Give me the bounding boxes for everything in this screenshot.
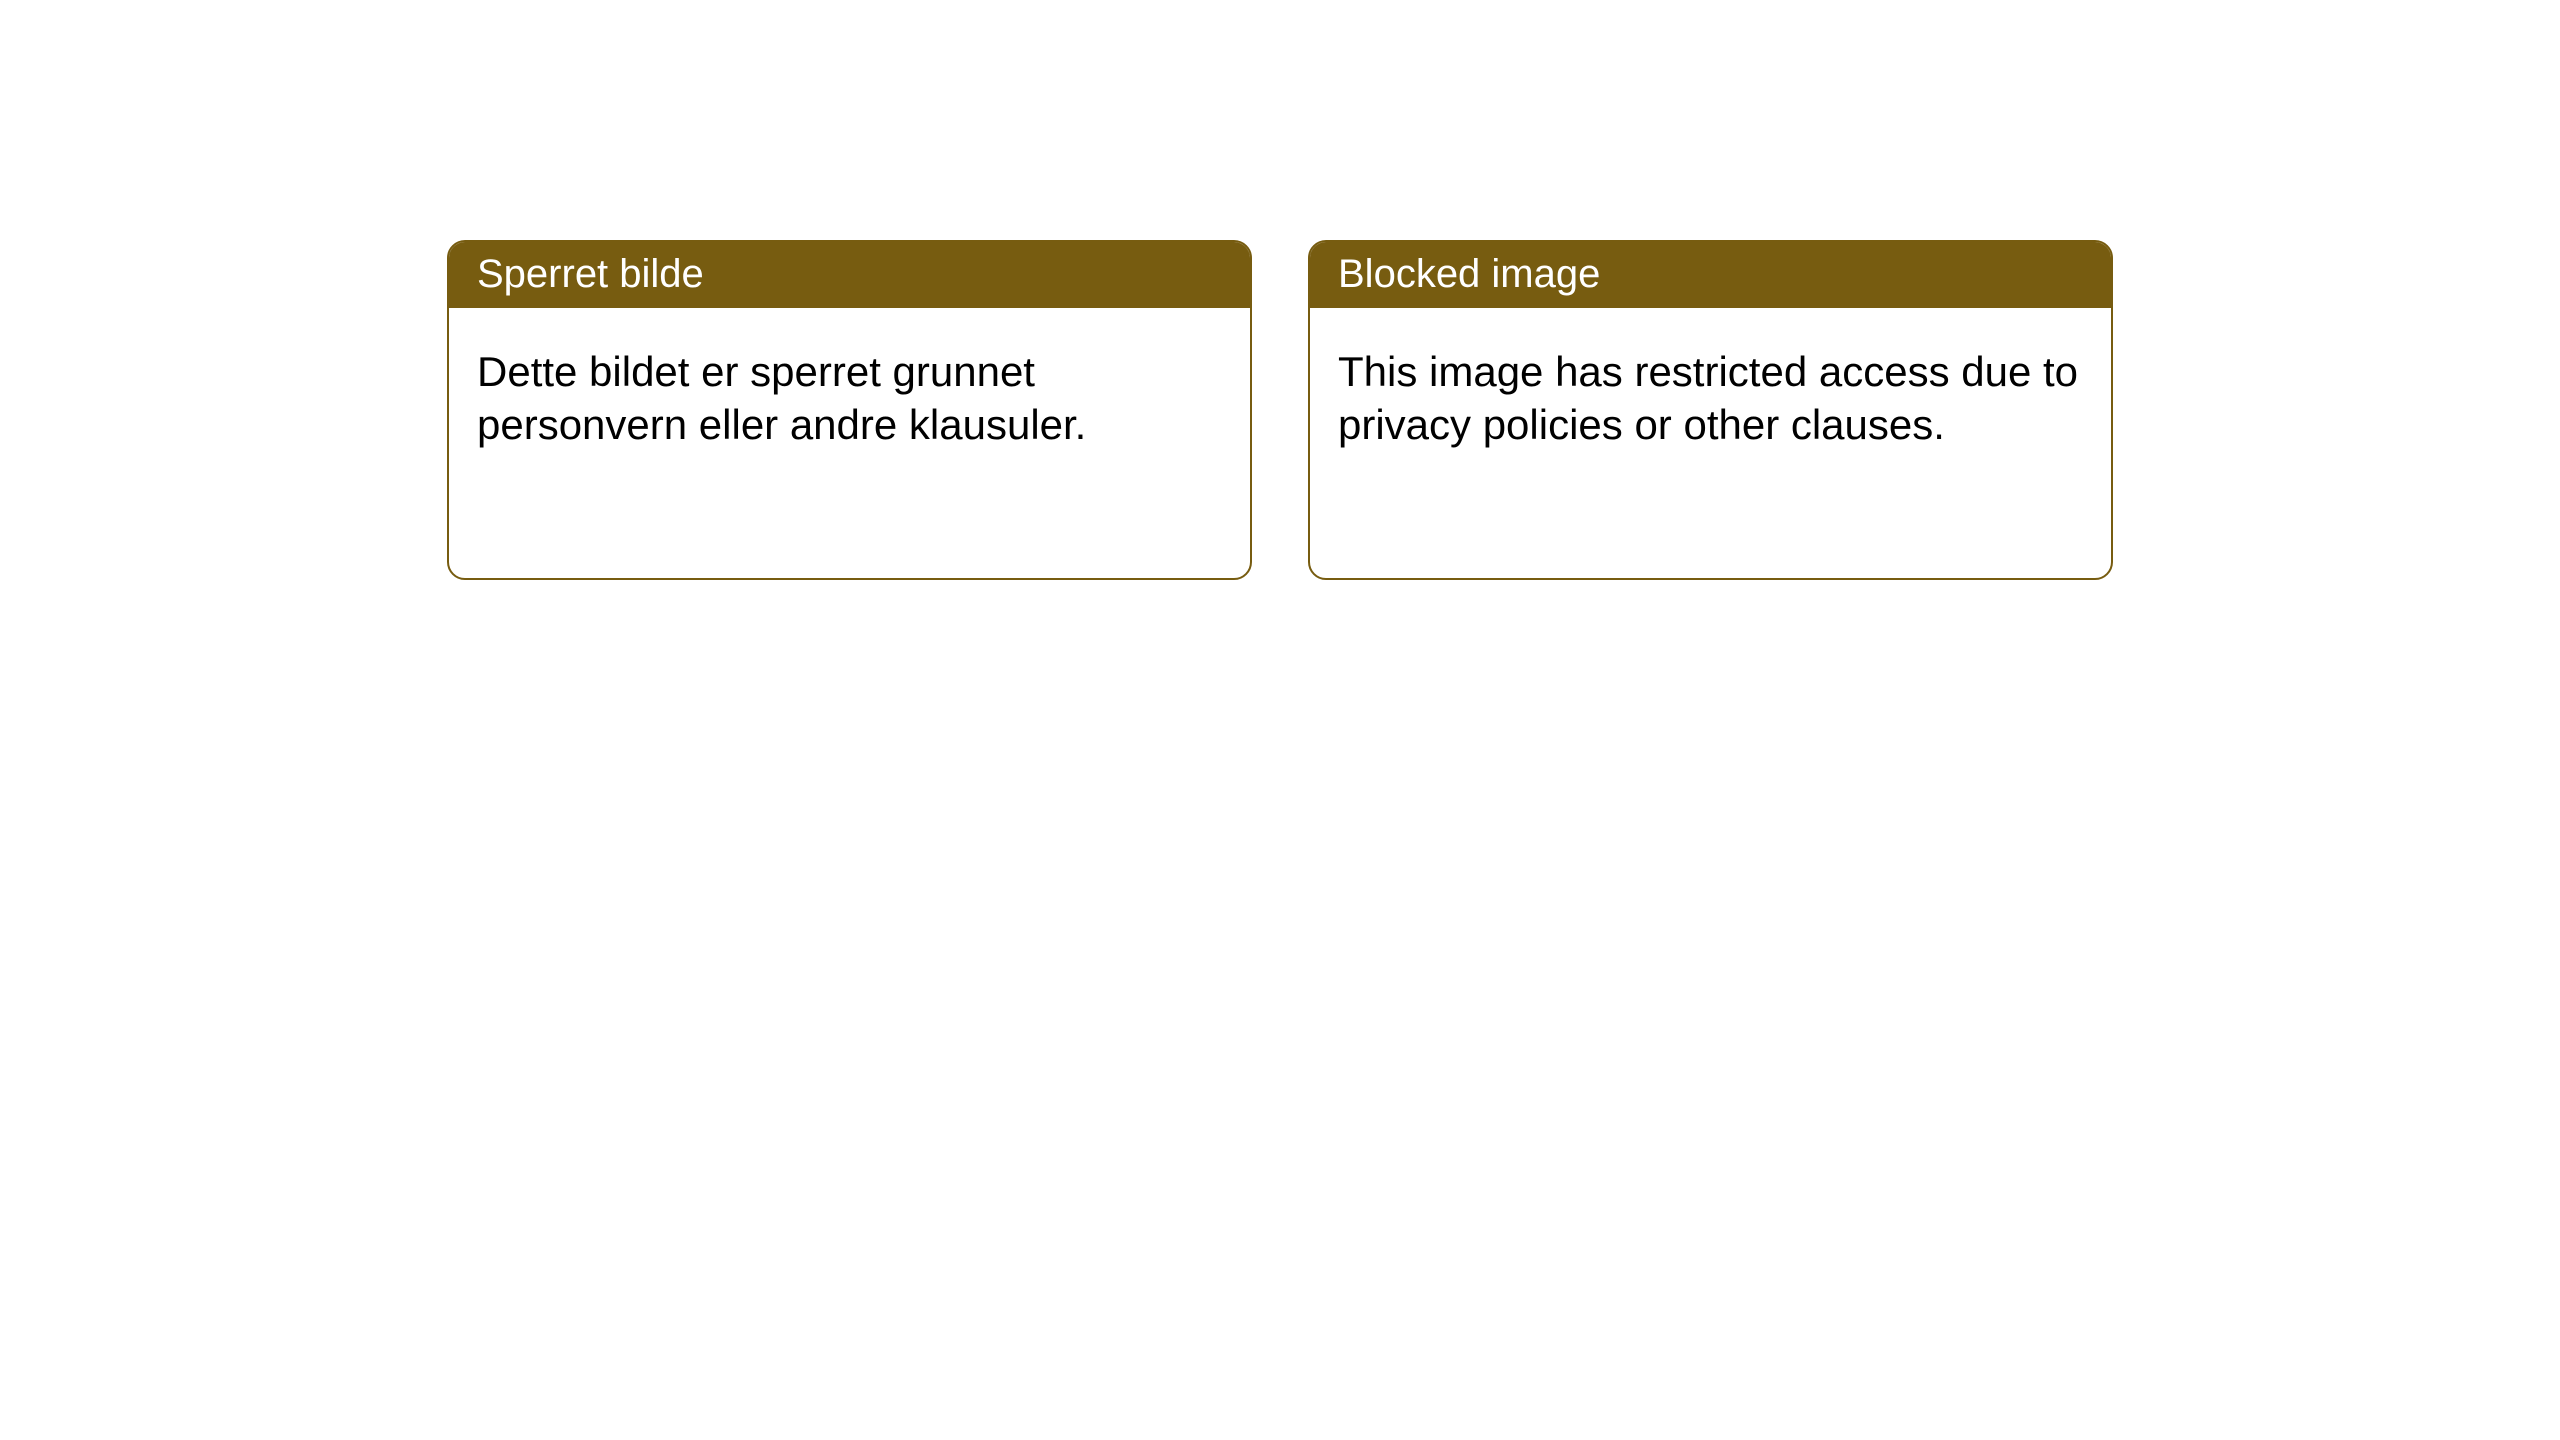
card-body: This image has restricted access due to … [1310,308,2111,479]
card-title: Blocked image [1338,252,1600,296]
card-body-text: Dette bildet er sperret grunnet personve… [477,348,1086,448]
card-header: Blocked image [1310,242,2111,308]
notice-card-norwegian: Sperret bilde Dette bildet er sperret gr… [447,240,1252,580]
card-title: Sperret bilde [477,252,704,296]
notice-cards-container: Sperret bilde Dette bildet er sperret gr… [447,240,2113,580]
card-header: Sperret bilde [449,242,1250,308]
card-body-text: This image has restricted access due to … [1338,348,2078,448]
card-body: Dette bildet er sperret grunnet personve… [449,308,1250,479]
notice-card-english: Blocked image This image has restricted … [1308,240,2113,580]
